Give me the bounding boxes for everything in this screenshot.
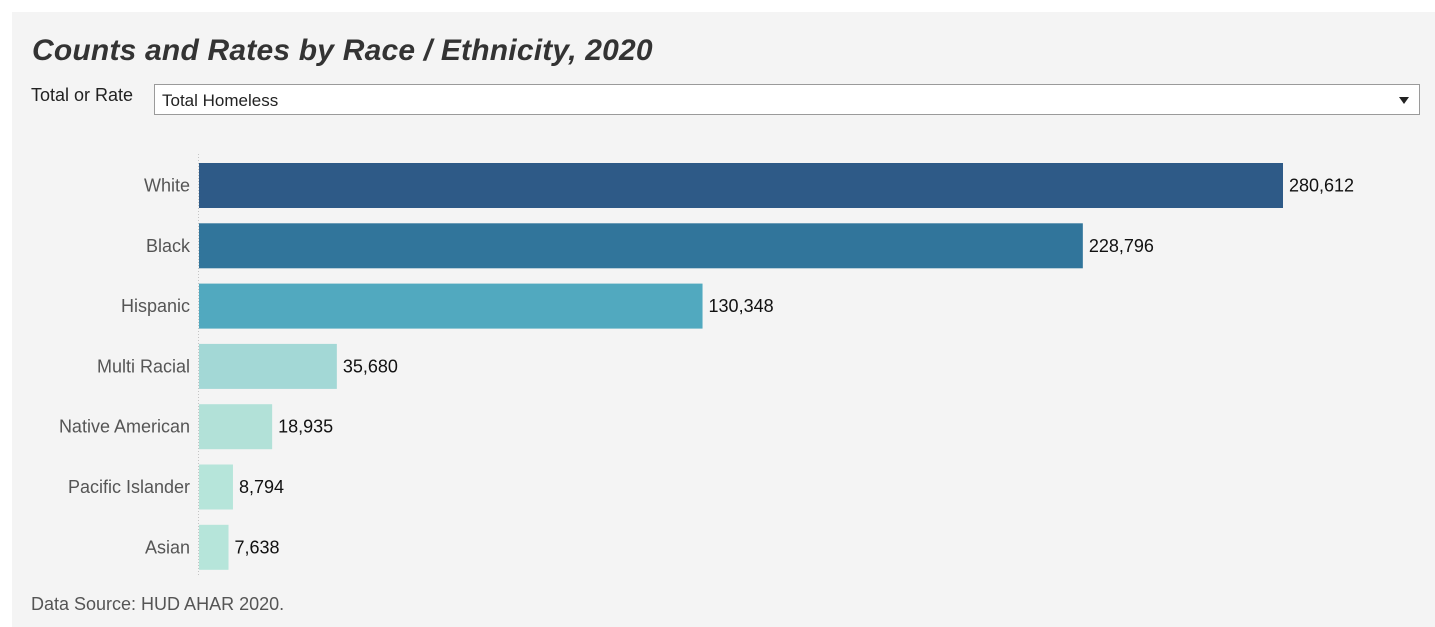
bar-asian[interactable]: [199, 524, 229, 570]
value-label: 7,638: [235, 537, 280, 557]
value-label: 130,348: [709, 296, 774, 316]
category-label: Hispanic: [121, 296, 190, 316]
value-label: 280,612: [1289, 176, 1354, 196]
value-label: 35,680: [343, 356, 398, 376]
bar-white[interactable]: [199, 163, 1283, 208]
bar-chart: White 280,612 Black 228,796 Hispanic 130,348 M…: [59, 154, 1354, 577]
chart-panel: Counts and Rates by Race / Ethnicity, 20…: [12, 12, 1435, 627]
category-label: Multi Racial: [97, 356, 190, 376]
value-label: 8,794: [239, 477, 284, 497]
bar-native-american[interactable]: [199, 404, 273, 450]
value-label: 228,796: [1089, 236, 1154, 256]
category-label: Native American: [59, 417, 190, 437]
category-label: Pacific Islander: [68, 477, 190, 497]
category-label: White: [144, 176, 190, 196]
bar-multi-racial[interactable]: [199, 343, 337, 389]
bar-black[interactable]: [199, 223, 1083, 269]
bar-hispanic[interactable]: [199, 283, 703, 329]
data-source-note: Data Source: HUD AHAR 2020.: [31, 594, 285, 614]
total-or-rate-dropdown[interactable]: Total Homeless: [154, 84, 1420, 115]
category-label: Asian: [145, 537, 190, 557]
chevron-down-icon[interactable]: [1399, 97, 1409, 104]
total-or-rate-selected-value: Total Homeless: [162, 91, 279, 110]
bar-pacific-islander[interactable]: [199, 464, 233, 510]
total-or-rate-label: Total or Rate: [31, 85, 134, 105]
category-label: Black: [146, 236, 191, 256]
value-label: 18,935: [278, 417, 333, 437]
chart-title: Counts and Rates by Race / Ethnicity, 20…: [32, 34, 653, 67]
